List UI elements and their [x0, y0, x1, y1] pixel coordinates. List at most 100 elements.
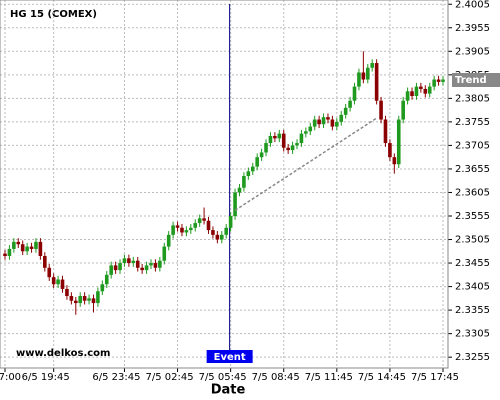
candle-body: [330, 119, 335, 127]
candle-body: [432, 79, 436, 87]
candle-body: [7, 248, 12, 256]
candle-body: [82, 296, 87, 301]
candle-body: [392, 157, 397, 165]
y-tick-label: 2.3555: [455, 211, 490, 222]
x-tick-label: 7/5 02:45: [145, 372, 193, 383]
candle-body: [396, 119, 401, 165]
candle-body: [43, 256, 47, 268]
candle-body: [370, 63, 375, 68]
x-axis-label: Date: [211, 383, 246, 398]
x-tick-label: 7/5 17:45: [411, 372, 459, 383]
plot-area: [0, 0, 449, 369]
candle-body: [158, 260, 162, 268]
y-tick-label: 2.3705: [455, 140, 490, 151]
candle-body: [242, 176, 246, 188]
candle-body: [166, 234, 171, 247]
candle-body: [335, 121, 339, 127]
candle-body: [268, 136, 273, 144]
candle-body: [189, 227, 193, 231]
candle-body: [193, 223, 198, 228]
candle-body: [118, 263, 122, 271]
candle-body: [255, 157, 259, 167]
candle-body: [3, 253, 7, 256]
candle-body: [228, 216, 233, 228]
candle-body: [224, 227, 229, 235]
candle-body: [20, 244, 25, 252]
y-tick-label: 2.3805: [455, 93, 490, 104]
candle-body: [379, 100, 383, 120]
candle-body: [47, 267, 52, 278]
candle-body: [215, 234, 220, 240]
x-tick-label: 6/5 17:00: [0, 372, 21, 383]
watermark: www.delkos.com: [16, 348, 110, 359]
candle-body: [233, 192, 237, 216]
candle-body: [401, 100, 405, 120]
candle-body: [374, 63, 379, 101]
candle-body: [171, 225, 175, 235]
candle-body: [295, 143, 299, 146]
candle-body: [357, 72, 361, 87]
x-tick-label: 7/5 11:45: [305, 372, 353, 383]
candle-body: [281, 133, 286, 148]
y-tick-label: 2.3655: [455, 164, 490, 175]
candle-body: [69, 296, 74, 301]
candle-body: [388, 143, 392, 158]
candle-body: [352, 86, 357, 101]
chart-title: HG 15 (COMEX): [10, 9, 97, 20]
y-tick-label: 2.3455: [455, 258, 490, 269]
candle-body: [197, 218, 202, 224]
candle-body: [29, 246, 34, 249]
candle-body: [144, 265, 149, 271]
candle-body: [312, 119, 317, 127]
candle-body: [410, 91, 414, 96]
candle-body: [104, 274, 109, 285]
y-tick-label: 2.3405: [455, 282, 490, 293]
candle-body: [34, 241, 38, 249]
candle-body: [184, 230, 189, 233]
candle-body: [237, 187, 242, 193]
x-tick-label: 7/5 08:45: [252, 372, 300, 383]
candle-body: [56, 279, 60, 285]
candle-body: [153, 263, 158, 268]
candle-body: [304, 131, 308, 134]
candle-body: [383, 119, 388, 144]
candle-body: [246, 171, 251, 176]
candle-body: [339, 114, 344, 122]
candle-body: [122, 258, 127, 264]
candle-body: [91, 298, 96, 304]
candle-body: [423, 88, 428, 94]
y-tick-label: 2.3255: [455, 352, 490, 363]
candle-body: [361, 72, 366, 80]
candle-body: [78, 296, 83, 304]
candle-body: [87, 298, 91, 301]
candle-body: [365, 67, 370, 80]
candle-body: [290, 145, 295, 151]
candle-body: [250, 166, 255, 172]
candle-body: [60, 279, 65, 289]
candle-body: [317, 119, 321, 125]
event-label: Event: [214, 352, 246, 363]
trend-line: [234, 117, 378, 211]
candle-body: [65, 288, 69, 296]
candle-body: [299, 133, 304, 144]
candle-body: [12, 241, 16, 249]
candle-body: [175, 225, 180, 228]
candle-body: [436, 79, 441, 82]
y-tick-label: 2.3755: [455, 117, 490, 128]
candle-body: [113, 265, 118, 271]
candle-body: [206, 220, 211, 231]
candle-body: [259, 152, 264, 158]
x-tick-label: 6/5 23:45: [92, 372, 140, 383]
candle-body: [202, 218, 206, 221]
candle-body: [264, 143, 268, 153]
y-tick-label: 2.3905: [455, 46, 490, 57]
candle-body: [308, 126, 313, 132]
x-tick-label: 6/5 19:45: [22, 372, 70, 383]
candle-body: [131, 260, 136, 264]
candle-body: [38, 241, 43, 256]
candle-body: [149, 263, 153, 266]
candle-body: [286, 147, 290, 151]
x-tick-label: 7/5 14:45: [358, 372, 406, 383]
candle-body: [127, 258, 131, 264]
